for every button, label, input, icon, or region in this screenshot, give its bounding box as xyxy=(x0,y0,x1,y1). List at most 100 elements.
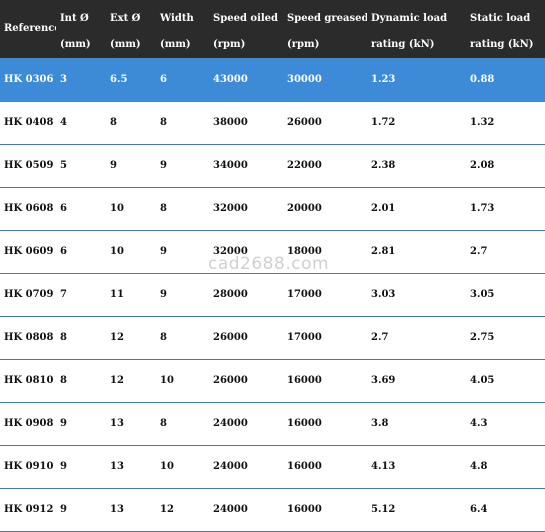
cell-speed-oiled: 43000 xyxy=(209,58,283,102)
cell-width: 8 xyxy=(156,101,209,145)
cell-speed-oiled: 26000 xyxy=(209,316,283,360)
cell-dynamic-load: 2.01 xyxy=(367,187,466,231)
table-row[interactable]: HK 0810 8 12 10 26000 16000 3.69 4.05 xyxy=(0,359,545,403)
cell-speed-oiled: 34000 xyxy=(209,144,283,188)
cell-int-diameter: 8 xyxy=(56,316,106,360)
table-row[interactable]: HK 0808 8 12 8 26000 17000 2.7 2.75 xyxy=(0,316,545,360)
cell-width: 8 xyxy=(156,187,209,231)
table-row[interactable]: HK 0608 6 10 8 32000 20000 2.01 1.73 xyxy=(0,187,545,231)
cell-static-load: 2.08 xyxy=(466,144,545,188)
cell-ext-diameter: 12 xyxy=(106,359,156,403)
cell-static-load: 6.4 xyxy=(466,488,545,532)
cell-speed-greased: 26000 xyxy=(283,101,367,145)
col-header-ext-diameter: Ext Ø (mm) xyxy=(106,0,156,58)
cell-speed-greased: 16000 xyxy=(283,488,367,532)
cell-int-diameter: 4 xyxy=(56,101,106,145)
col-header-int-diameter: Int Ø (mm) xyxy=(56,0,106,58)
cell-dynamic-load: 3.03 xyxy=(367,273,466,317)
table-row[interactable]: HK 0709 7 11 9 28000 17000 3.03 3.05 xyxy=(0,273,545,317)
cell-speed-oiled: 32000 xyxy=(209,187,283,231)
cell-reference: HK 0910 xyxy=(0,445,56,489)
col-header-static-load: Static load rating (kN) xyxy=(466,0,545,58)
table-row[interactable]: HK 0509 5 9 9 34000 22000 2.38 2.08 xyxy=(0,144,545,188)
table-row[interactable]: HK 0306 3 6.5 6 43000 30000 1.23 0.88 xyxy=(0,58,545,102)
cell-int-diameter: 5 xyxy=(56,144,106,188)
cell-ext-diameter: 9 xyxy=(106,144,156,188)
cell-speed-oiled: 24000 xyxy=(209,488,283,532)
col-header-speed-greased: Speed greased (rpm) xyxy=(283,0,367,58)
cell-ext-diameter: 13 xyxy=(106,445,156,489)
col-header-speed-oiled: Speed oiled (rpm) xyxy=(209,0,283,58)
cell-speed-oiled: 24000 xyxy=(209,402,283,446)
cell-ext-diameter: 12 xyxy=(106,316,156,360)
cell-speed-greased: 18000 xyxy=(283,230,367,274)
table-row[interactable]: HK 0908 9 13 8 24000 16000 3.8 4.3 xyxy=(0,402,545,446)
cell-static-load: 4.05 xyxy=(466,359,545,403)
cell-static-load: 2.75 xyxy=(466,316,545,360)
cell-static-load: 1.32 xyxy=(466,101,545,145)
cell-speed-greased: 17000 xyxy=(283,316,367,360)
cell-reference: HK 0608 xyxy=(0,187,56,231)
cell-dynamic-load: 4.13 xyxy=(367,445,466,489)
cell-dynamic-load: 1.23 xyxy=(367,58,466,102)
cell-reference: HK 0609 xyxy=(0,230,56,274)
cell-width: 10 xyxy=(156,359,209,403)
cell-ext-diameter: 13 xyxy=(106,488,156,532)
cell-dynamic-load: 3.8 xyxy=(367,402,466,446)
cell-reference: HK 0912 xyxy=(0,488,56,532)
col-header-width: Width (mm) xyxy=(156,0,209,58)
table-row[interactable]: HK 0910 9 13 10 24000 16000 4.13 4.8 xyxy=(0,445,545,489)
cell-ext-diameter: 10 xyxy=(106,187,156,231)
cell-reference: HK 0306 xyxy=(0,58,56,102)
cell-width: 6 xyxy=(156,58,209,102)
cell-dynamic-load: 2.81 xyxy=(367,230,466,274)
cell-speed-oiled: 24000 xyxy=(209,445,283,489)
cell-int-diameter: 7 xyxy=(56,273,106,317)
cell-dynamic-load: 2.38 xyxy=(367,144,466,188)
cell-speed-oiled: 26000 xyxy=(209,359,283,403)
cell-static-load: 4.8 xyxy=(466,445,545,489)
cell-speed-oiled: 32000 xyxy=(209,230,283,274)
cell-width: 10 xyxy=(156,445,209,489)
cell-reference: HK 0509 xyxy=(0,144,56,188)
cell-reference: HK 0709 xyxy=(0,273,56,317)
cell-reference: HK 0810 xyxy=(0,359,56,403)
cell-static-load: 4.3 xyxy=(466,402,545,446)
cell-speed-greased: 30000 xyxy=(283,58,367,102)
cell-width: 8 xyxy=(156,402,209,446)
cell-speed-greased: 16000 xyxy=(283,359,367,403)
cell-int-diameter: 3 xyxy=(56,58,106,102)
cell-speed-oiled: 28000 xyxy=(209,273,283,317)
cell-dynamic-load: 3.69 xyxy=(367,359,466,403)
cell-reference: HK 0908 xyxy=(0,402,56,446)
table-row[interactable]: HK 0609 6 10 9 32000 18000 2.81 2.7 xyxy=(0,230,545,274)
cell-reference: HK 0408 xyxy=(0,101,56,145)
cell-reference: HK 0808 xyxy=(0,316,56,360)
table-row[interactable]: HK 0912 9 13 12 24000 16000 5.12 6.4 xyxy=(0,488,545,532)
cell-ext-diameter: 13 xyxy=(106,402,156,446)
col-header-dynamic-load: Dynamic load rating (kN) xyxy=(367,0,466,58)
cell-speed-greased: 20000 xyxy=(283,187,367,231)
cell-static-load: 1.73 xyxy=(466,187,545,231)
cell-dynamic-load: 2.7 xyxy=(367,316,466,360)
cell-speed-greased: 22000 xyxy=(283,144,367,188)
cell-static-load: 0.88 xyxy=(466,58,545,102)
table-row[interactable]: HK 0408 4 8 8 38000 26000 1.72 1.32 xyxy=(0,101,545,145)
cell-ext-diameter: 6.5 xyxy=(106,58,156,102)
cell-dynamic-load: 5.12 xyxy=(367,488,466,532)
cell-speed-greased: 17000 xyxy=(283,273,367,317)
cell-int-diameter: 8 xyxy=(56,359,106,403)
cell-ext-diameter: 10 xyxy=(106,230,156,274)
cell-width: 9 xyxy=(156,144,209,188)
cell-int-diameter: 6 xyxy=(56,230,106,274)
cell-ext-diameter: 11 xyxy=(106,273,156,317)
cell-width: 9 xyxy=(156,230,209,274)
cell-dynamic-load: 1.72 xyxy=(367,101,466,145)
cell-width: 8 xyxy=(156,316,209,360)
cell-speed-greased: 16000 xyxy=(283,445,367,489)
cell-static-load: 3.05 xyxy=(466,273,545,317)
cell-width: 12 xyxy=(156,488,209,532)
cell-speed-oiled: 38000 xyxy=(209,101,283,145)
col-header-reference: Reference xyxy=(0,0,56,58)
